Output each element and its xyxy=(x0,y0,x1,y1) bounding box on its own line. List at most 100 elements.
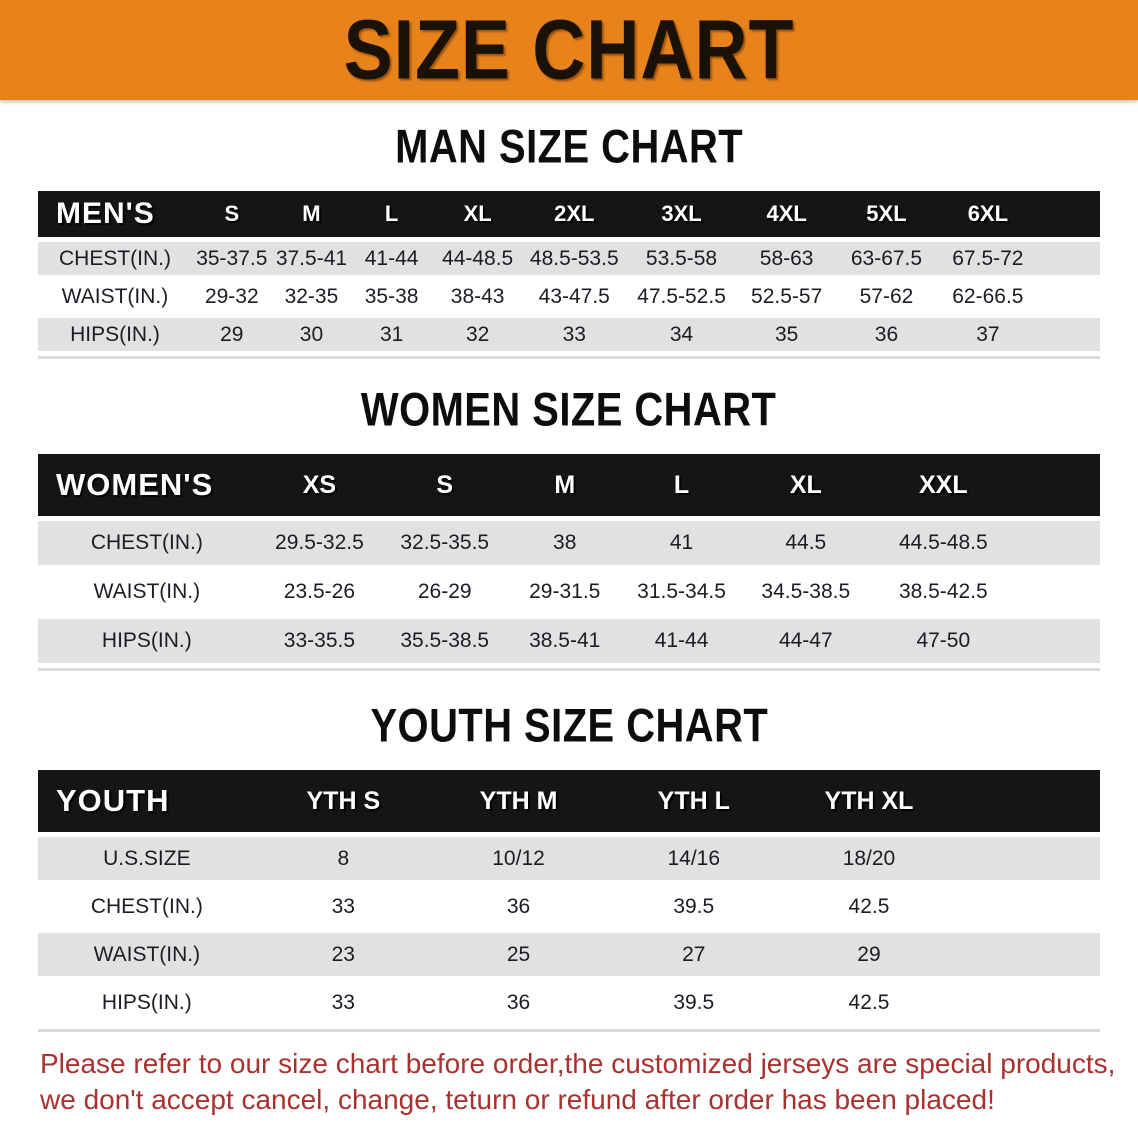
table-cell: 38 xyxy=(506,521,624,565)
table-cell: 35-38 xyxy=(351,280,432,313)
youth-section-heading-text: YOUTH SIZE CHART xyxy=(370,699,768,752)
filler-cell xyxy=(1038,242,1100,275)
column-header: L xyxy=(351,191,432,237)
column-header: XL xyxy=(431,191,524,237)
column-header: M xyxy=(506,454,624,516)
women-section-heading: WOMEN SIZE CHART xyxy=(0,383,1138,436)
footer-note-line-1: Please refer to our size chart before or… xyxy=(40,1048,1116,1079)
table-cell: 14/16 xyxy=(606,837,782,880)
filler-cell xyxy=(1015,570,1100,614)
row-label: WAIST(IN.) xyxy=(38,280,192,313)
table-cell: 48.5-53.5 xyxy=(523,242,626,275)
table-cell: 33 xyxy=(523,318,626,351)
table-cell: 67.5-72 xyxy=(937,242,1039,275)
row-label: HIPS(IN.) xyxy=(38,318,192,351)
table-cell: 29 xyxy=(191,318,272,351)
table-cell: 47-50 xyxy=(871,619,1015,663)
filler-cell xyxy=(1015,619,1100,663)
table-row: HIPS(IN.) 33-35.5 35.5-38.5 38.5-41 41-44 44-… xyxy=(38,619,1100,663)
table-cell: 41-44 xyxy=(351,242,432,275)
table-cell: 37 xyxy=(937,318,1039,351)
table-row: HIPS(IN.) 29 30 31 32 33 34 35 36 37 xyxy=(38,318,1100,351)
table-row: U.S.SIZE 8 10/12 14/16 18/20 xyxy=(38,837,1100,880)
men-size-table: MEN'S S M L XL 2XL 3XL 4XL 5XL 6XL CHEST(IN.) 35-37… xyxy=(38,186,1100,359)
table-cell: 53.5-58 xyxy=(625,242,738,275)
table-header-row: MEN'S S M L XL 2XL 3XL 4XL 5XL 6XL xyxy=(38,191,1100,237)
table-cell: 10/12 xyxy=(430,837,607,880)
table-row: WAIST(IN.) 29-32 32-35 35-38 38-43 43-47.5 47.… xyxy=(38,280,1100,313)
table-cell: 32 xyxy=(431,318,524,351)
table-cell: 58-63 xyxy=(737,242,836,275)
table-row: CHEST(IN.) 29.5-32.5 32.5-35.5 38 41 44.5 44.5… xyxy=(38,521,1100,565)
filler-cell xyxy=(956,981,1100,1024)
women-section-heading-text: WOMEN SIZE CHART xyxy=(361,383,777,436)
table-cell: 29-32 xyxy=(191,280,272,313)
table-cell: 8 xyxy=(255,837,431,880)
table-cell: 41 xyxy=(623,521,740,565)
table-cell: 26-29 xyxy=(383,570,507,614)
table-row: CHEST(IN.) 33 36 39.5 42.5 xyxy=(38,885,1100,928)
column-header: YTH M xyxy=(430,770,607,832)
column-header: 2XL xyxy=(523,191,626,237)
table-cell: 29.5-32.5 xyxy=(255,521,384,565)
men-section-heading: MAN SIZE CHART xyxy=(0,120,1138,173)
table-cell: 36 xyxy=(430,981,607,1024)
table-cell: 39.5 xyxy=(606,885,782,928)
table-cell: 63-67.5 xyxy=(835,242,938,275)
table-cell: 25 xyxy=(430,933,607,976)
row-label: CHEST(IN.) xyxy=(38,885,256,928)
footer-note-line-2: we don't accept cancel, change, teturn o… xyxy=(40,1084,995,1115)
row-label: WAIST(IN.) xyxy=(38,570,256,614)
table-cell: 43-47.5 xyxy=(523,280,626,313)
table-cell: 52.5-57 xyxy=(737,280,836,313)
column-header: 4XL xyxy=(737,191,836,237)
column-header: L xyxy=(623,454,740,516)
filler-cell xyxy=(1015,521,1100,565)
table-cell: 35-37.5 xyxy=(191,242,272,275)
footer-note: Please refer to our size chart before or… xyxy=(0,1046,1138,1118)
table-header-row: YOUTH YTH S YTH M YTH L YTH XL xyxy=(38,770,1100,832)
filler-cell xyxy=(956,837,1100,880)
table-cell: 36 xyxy=(835,318,938,351)
table-row: HIPS(IN.) 33 36 39.5 42.5 xyxy=(38,981,1100,1024)
women-size-table: WOMEN'S XS S M L XL XXL CHEST(IN.) 29.5-32.5 32.5… xyxy=(38,449,1100,671)
table-cell: 30 xyxy=(271,318,352,351)
youth-size-table: YOUTH YTH S YTH M YTH L YTH XL U.S.SIZE 8 10/12… xyxy=(38,765,1100,1032)
table-cell: 31 xyxy=(351,318,432,351)
table-cell: 42.5 xyxy=(781,885,957,928)
filler-cell xyxy=(1038,280,1100,313)
table-cell: 35.5-38.5 xyxy=(383,619,507,663)
row-label: WAIST(IN.) xyxy=(38,933,256,976)
column-header: 5XL xyxy=(835,191,938,237)
column-header: 3XL xyxy=(625,191,738,237)
table-cell: 18/20 xyxy=(781,837,957,880)
column-header: XXL xyxy=(871,454,1015,516)
column-header: YTH S xyxy=(255,770,431,832)
table-cell: 31.5-34.5 xyxy=(623,570,740,614)
column-header: M xyxy=(271,191,352,237)
filler-cell xyxy=(1038,191,1100,237)
column-header: XS xyxy=(255,454,384,516)
table-row: WAIST(IN.) 23 25 27 29 xyxy=(38,933,1100,976)
table-cell: 23 xyxy=(255,933,431,976)
table-cell: 36 xyxy=(430,885,607,928)
row-label: HIPS(IN.) xyxy=(38,619,256,663)
table-cell: 41-44 xyxy=(623,619,740,663)
table-cell: 39.5 xyxy=(606,981,782,1024)
row-label: U.S.SIZE xyxy=(38,837,256,880)
column-header: S xyxy=(383,454,507,516)
table-row: WAIST(IN.) 23.5-26 26-29 29-31.5 31.5-34.5 34… xyxy=(38,570,1100,614)
row-label: HIPS(IN.) xyxy=(38,981,256,1024)
table-title: WOMEN'S xyxy=(38,454,256,516)
table-cell: 44.5-48.5 xyxy=(871,521,1015,565)
youth-section-heading: YOUTH SIZE CHART xyxy=(0,699,1138,752)
table-cell: 34.5-38.5 xyxy=(739,570,872,614)
table-cell: 44-47 xyxy=(739,619,872,663)
table-cell: 47.5-52.5 xyxy=(625,280,738,313)
table-title: YOUTH xyxy=(38,770,256,832)
men-section-heading-text: MAN SIZE CHART xyxy=(394,120,743,173)
filler-cell xyxy=(1015,454,1100,516)
table-cell: 35 xyxy=(737,318,836,351)
table-cell: 29-31.5 xyxy=(506,570,624,614)
table-cell: 23.5-26 xyxy=(255,570,384,614)
